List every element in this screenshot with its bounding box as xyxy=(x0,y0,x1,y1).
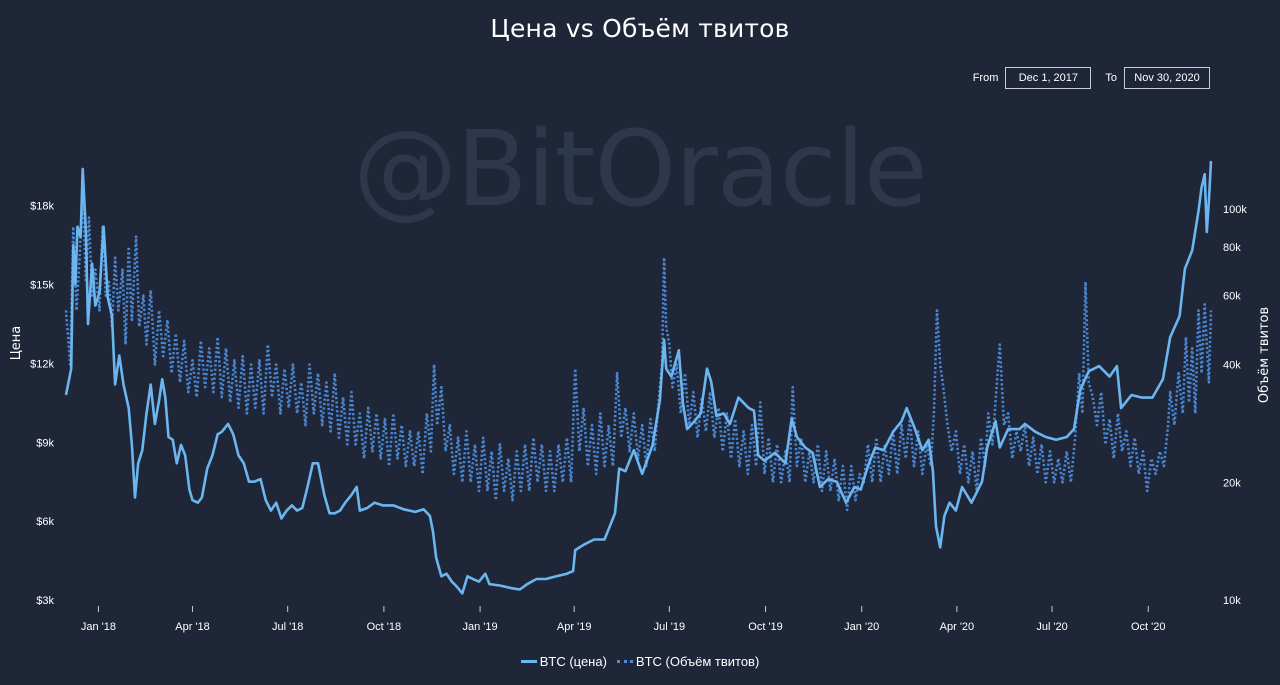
watermark: @BitOracle xyxy=(353,108,927,230)
legend-swatch-dotted xyxy=(616,660,633,663)
right-axis-ticks: 10k 20k 40k 60k 80k 100k xyxy=(1223,204,1247,607)
x-tick-label: Apr '18 xyxy=(175,621,210,633)
y-axis-right-title: Объём твитов xyxy=(1257,307,1272,403)
legend-label-price: BTC (цена) xyxy=(539,654,607,669)
y-axis-left-title: Цена xyxy=(9,326,24,361)
x-tick-label: Oct '18 xyxy=(367,621,402,633)
y-right-tick-label: 100k xyxy=(1223,204,1247,216)
x-tick-label: Apr '20 xyxy=(940,621,975,633)
x-tick-label: Apr '19 xyxy=(557,621,592,633)
legend: BTC (цена) BTC (Объём твитов) xyxy=(0,654,1280,669)
price-series-group xyxy=(64,160,1213,595)
y-right-tick-label: 80k xyxy=(1223,242,1241,254)
x-tick-label: Jan '19 xyxy=(463,621,498,633)
y-left-tick-label: $15k xyxy=(30,280,54,292)
y-left-tick-label: $9k xyxy=(36,437,54,449)
range-to-label: To xyxy=(1105,72,1117,84)
y-left-tick-label: $12k xyxy=(30,358,54,370)
y-right-tick-label: 40k xyxy=(1223,360,1241,372)
x-tick-label: Jul '18 xyxy=(272,621,303,633)
y-right-tick-label: 10k xyxy=(1223,595,1241,607)
price-line xyxy=(64,160,1213,595)
range-from-label: From xyxy=(972,72,999,84)
x-axis-ticks: Jan '18 Apr '18 Jul '18 Oct '18 Jan '19 Apr '… xyxy=(81,606,1166,633)
y-right-tick-label: 60k xyxy=(1223,291,1241,303)
range-to-input[interactable]: Nov 30, 2020 xyxy=(1124,67,1210,89)
y-right-tick-label: 20k xyxy=(1223,477,1241,489)
date-range-selector: From Dec 1, 2017 To Nov 30, 2020 xyxy=(973,67,1210,89)
x-tick-label: Jul '19 xyxy=(654,621,685,633)
legend-item-price[interactable]: BTC (цена) xyxy=(520,654,607,669)
legend-label-tweets: BTC (Объём твитов) xyxy=(635,654,760,669)
y-left-tick-label: $6k xyxy=(36,516,54,528)
y-left-tick-label: $18k xyxy=(30,201,54,213)
legend-item-tweets[interactable]: BTC (Объём твитов) xyxy=(616,654,760,669)
x-tick-label: Jul '20 xyxy=(1036,621,1067,633)
left-axis-ticks: $3k $6k $9k $12k $15k $18k xyxy=(30,201,54,607)
x-tick-label: Oct '19 xyxy=(748,621,783,633)
x-tick-label: Oct '20 xyxy=(1131,621,1166,633)
range-from-input[interactable]: Dec 1, 2017 xyxy=(1005,67,1092,89)
x-tick-label: Jan '20 xyxy=(844,621,879,633)
legend-swatch-solid xyxy=(520,660,537,663)
tweet-volume-line xyxy=(64,191,1213,512)
tweet-volume-series-group xyxy=(64,191,1213,512)
chart-title: Цена vs Объём твитов xyxy=(490,14,790,43)
x-tick-label: Jan '18 xyxy=(81,621,116,633)
y-left-tick-label: $3k xyxy=(36,595,54,607)
